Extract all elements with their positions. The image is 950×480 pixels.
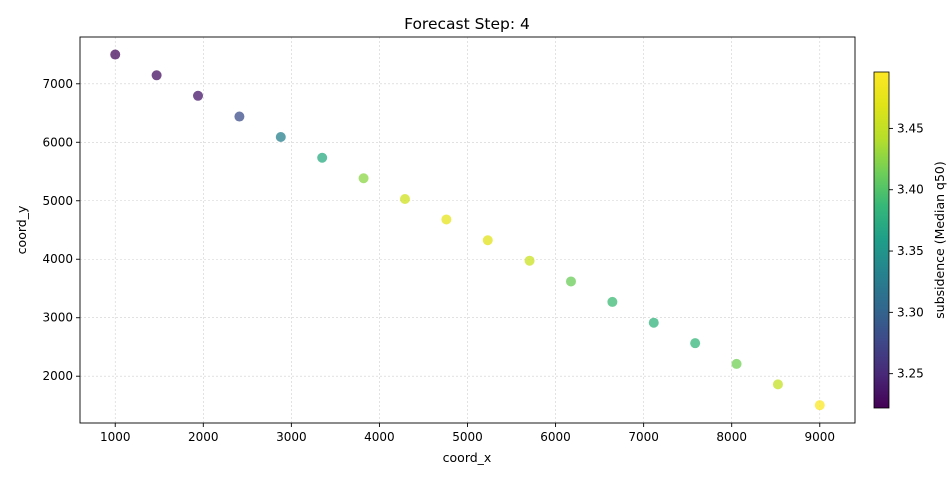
data-point [607, 296, 618, 307]
data-points [110, 49, 825, 411]
data-point [275, 132, 286, 143]
x-tick-label: 2000 [188, 430, 219, 444]
grid [80, 37, 855, 423]
colorbar-label: subsidence (Median q50) [932, 161, 947, 318]
colorbar-tick-label: 3.35 [897, 244, 924, 258]
y-axis-ticks: 2000 3000 4000 5000 6000 7000 [42, 77, 80, 383]
x-tick-label: 8000 [716, 430, 747, 444]
x-tick-label: 6000 [540, 430, 571, 444]
colorbar-ticks: 3.25 3.30 3.35 3.40 3.45 [889, 121, 924, 381]
y-axis-label: coord_y [14, 205, 29, 254]
y-tick-label: 5000 [42, 194, 73, 208]
data-point [814, 400, 825, 411]
x-tick-label: 3000 [276, 430, 307, 444]
data-point [110, 49, 121, 60]
data-point [358, 173, 369, 184]
data-point [317, 152, 328, 163]
x-tick-label: 5000 [452, 430, 483, 444]
data-point [234, 111, 245, 122]
data-point [524, 255, 535, 266]
data-point [399, 194, 410, 205]
data-point [772, 379, 783, 390]
colorbar-tick-label: 3.40 [897, 183, 924, 197]
y-tick-label: 4000 [42, 252, 73, 266]
x-tick-label: 1000 [100, 430, 131, 444]
data-point [648, 317, 659, 328]
colorbar-tick-label: 3.45 [897, 121, 924, 135]
colorbar [873, 71, 890, 409]
data-point [193, 90, 204, 101]
data-point [151, 70, 162, 81]
data-point [690, 338, 701, 349]
x-axis-label: coord_x [443, 450, 492, 465]
data-point [565, 276, 576, 287]
data-point [441, 214, 452, 225]
x-tick-label: 7000 [628, 430, 659, 444]
colorbar-tick-label: 3.25 [897, 367, 924, 381]
chart-title: Forecast Step: 4 [404, 15, 530, 33]
x-axis-ticks: 1000 2000 3000 4000 5000 6000 7000 8000 9000 [100, 423, 835, 444]
y-tick-label: 3000 [42, 311, 73, 325]
colorbar-tick-label: 3.30 [897, 305, 924, 319]
x-tick-label: 9000 [804, 430, 835, 444]
data-point [482, 235, 493, 246]
y-tick-label: 6000 [42, 135, 73, 149]
data-point [731, 358, 742, 369]
x-tick-label: 4000 [364, 430, 395, 444]
y-tick-label: 7000 [42, 77, 73, 91]
y-tick-label: 2000 [42, 369, 73, 383]
